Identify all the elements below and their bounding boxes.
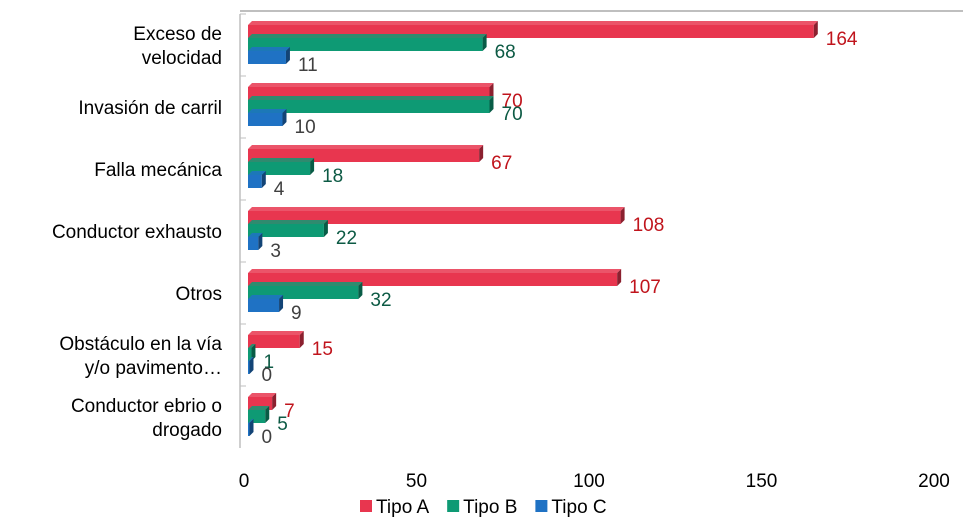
category-label-line: Conductor ebrio o: [71, 396, 222, 417]
category-label: Otros: [176, 284, 222, 305]
data-label: 70: [502, 104, 523, 125]
category-label-line: Obstáculo en la vía: [59, 334, 222, 355]
bar-top-face: [248, 109, 287, 113]
data-label: 22: [336, 228, 357, 249]
category-label: Invasión de carril: [78, 98, 222, 119]
legend-swatch: [360, 500, 372, 512]
data-label: 67: [491, 153, 512, 174]
category-label: Conductor exhausto: [52, 222, 222, 243]
bar-tipo-c: [248, 423, 250, 436]
category-label-line: drogado: [152, 420, 222, 441]
bar-tipo-c: [248, 299, 279, 312]
data-label: 0: [262, 427, 273, 448]
data-label: 3: [270, 241, 281, 262]
category-label: Falla mecánica: [94, 160, 222, 181]
bar-top-face: [248, 282, 362, 286]
data-label: 164: [826, 29, 858, 50]
data-label: 108: [633, 215, 665, 236]
data-label: 4: [274, 179, 285, 200]
bar-top-face: [248, 207, 625, 211]
bar-tipo-c: [248, 51, 286, 64]
bar-tipo-a: [248, 335, 300, 348]
bar-top-face: [248, 21, 818, 25]
bar-tipo-c: [248, 237, 258, 250]
bar-top-face: [248, 295, 283, 299]
data-label: 11: [298, 55, 318, 76]
data-label: 107: [629, 277, 661, 298]
bar-top-face: [248, 47, 290, 51]
x-tick-label: 150: [746, 471, 778, 492]
x-tick-label: 0: [239, 471, 250, 492]
data-label: 68: [495, 42, 516, 63]
data-label: 32: [370, 290, 391, 311]
legend: Tipo A Tipo B Tipo C: [360, 497, 607, 518]
category-label-line: Invasión de carril: [78, 98, 222, 119]
bar-top-face: [248, 145, 483, 149]
x-tick-label: 200: [918, 471, 950, 492]
bar-top-face: [248, 220, 328, 224]
category-label: Exceso de velocidad: [133, 24, 222, 69]
data-label: 15: [312, 339, 333, 360]
data-label: 9: [291, 303, 302, 324]
data-label: 18: [322, 166, 343, 187]
bar-top-face: [248, 83, 494, 87]
legend-label: Tipo C: [551, 497, 606, 518]
category-label-line: Otros: [176, 284, 222, 305]
category-label: Conductor ebrio o drogado: [71, 396, 222, 441]
legend-swatch: [535, 500, 547, 512]
category-label-line: Exceso de: [133, 24, 222, 45]
bar-top-face: [248, 269, 621, 273]
data-label: 5: [277, 414, 288, 435]
data-label: 0: [262, 365, 273, 386]
axis-layer: Exceso de velocidad Invasión de carril Fall…: [52, 11, 963, 492]
category-label-line: Conductor exhausto: [52, 222, 222, 243]
legend-label: Tipo B: [463, 497, 517, 518]
bars-layer: [248, 21, 818, 436]
x-tick-label: 50: [406, 471, 427, 492]
legend-label: Tipo A: [376, 497, 429, 518]
bar-top-face: [248, 393, 276, 397]
bar-top-face: [248, 158, 314, 162]
bar-top-face: [248, 331, 304, 335]
bar-top-face: [248, 34, 487, 38]
category-label-line: Falla mecánica: [94, 160, 222, 181]
x-tick-label: 100: [573, 471, 605, 492]
legend-swatch: [447, 500, 459, 512]
category-label-line: velocidad: [142, 48, 222, 69]
bar-top-face: [248, 96, 494, 100]
bar-tipo-c: [248, 175, 262, 188]
category-label: Obstáculo en la vía y/o pavimento…: [59, 334, 222, 379]
data-label: 10: [295, 117, 316, 138]
category-label-line: y/o pavimento…: [85, 358, 222, 379]
bar-tipo-c: [248, 361, 250, 374]
bar-tipo-c: [248, 113, 283, 126]
